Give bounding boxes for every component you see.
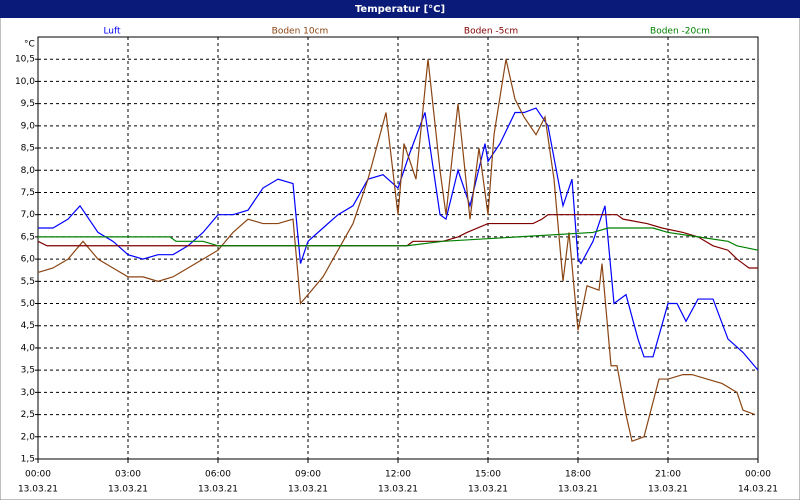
y-tick-label: 3,5 (21, 366, 35, 376)
chart-title: Temperatur [°C] (355, 4, 445, 15)
x-tick-date: 13.03.21 (18, 485, 58, 495)
y-tick-label: 4,5 (21, 321, 35, 331)
x-tick-label: 03:00 (115, 470, 141, 480)
y-tick-label: 5,0 (21, 299, 36, 309)
y-tick-label: 6,5 (21, 232, 35, 242)
x-tick-date: 14.03.21 (738, 485, 778, 495)
legend-label: Boden -20cm (650, 27, 710, 37)
x-tick-label: 06:00 (205, 470, 231, 480)
x-tick-label: 21:00 (655, 470, 681, 480)
x-tick-label: 00:00 (745, 470, 771, 480)
y-tick-label: 2,0 (21, 432, 36, 442)
x-tick-date: 13.03.21 (198, 485, 238, 495)
y-unit: °C (24, 40, 35, 50)
legend-label: Luft (103, 27, 121, 37)
x-tick-label: 18:00 (565, 470, 591, 480)
y-tick-label: 9,5 (21, 99, 35, 109)
x-tick-label: 09:00 (295, 470, 321, 480)
y-tick-label: 7,5 (21, 188, 35, 198)
x-tick-date: 13.03.21 (558, 485, 598, 495)
series-line (38, 227, 759, 251)
title-bar (0, 0, 800, 18)
y-tick-label: 8,0 (21, 166, 36, 176)
y-tick-label: 3,0 (21, 388, 36, 398)
x-tick-label: 15:00 (475, 470, 501, 480)
y-tick-label: 4,0 (21, 343, 36, 353)
y-tick-label: 7,0 (21, 210, 36, 220)
x-tick-date: 13.03.21 (378, 485, 418, 495)
y-tick-label: 10,5 (15, 55, 35, 65)
x-tick-label: 00:00 (25, 470, 51, 480)
legend-label: Boden 10cm (272, 27, 329, 37)
y-tick-label: 5,5 (21, 277, 35, 287)
x-tick-date: 13.03.21 (468, 485, 508, 495)
x-tick-date: 13.03.21 (108, 485, 148, 495)
series-line (37, 59, 756, 443)
series-line (38, 107, 759, 371)
y-tick-label: 8,5 (21, 144, 35, 154)
series-line (37, 214, 758, 269)
x-tick-label: 12:00 (385, 470, 411, 480)
y-tick-label: 10,0 (15, 77, 35, 87)
x-tick-date: 13.03.21 (288, 485, 328, 495)
x-tick-date: 13.03.21 (648, 485, 688, 495)
y-tick-label: 9,0 (21, 121, 36, 131)
legend-label: Boden -5cm (464, 27, 518, 37)
y-tick-label: 6,0 (21, 255, 36, 265)
y-tick-label: 2,5 (21, 410, 35, 420)
y-tick-label: 1,5 (21, 455, 35, 465)
